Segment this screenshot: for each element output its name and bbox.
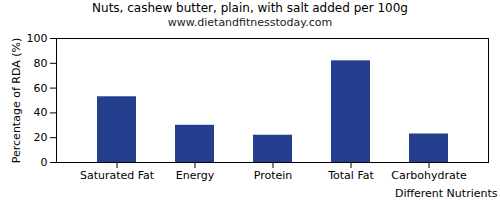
html-text:www.dietandfitnesstoday.com: www.dietandfitnesstoday.com [167,16,333,29]
svg-text:80: 80 [34,57,48,70]
svg-text:0: 0 [41,156,48,169]
html-text:Nuts, cashew butter, plain, wi: Nuts, cashew butter, plain, with salt ad… [92,1,408,15]
svg-text:40: 40 [34,106,48,119]
svg-text:Carbohydrate: Carbohydrate [391,169,467,182]
svg-text:100: 100 [27,32,48,45]
svg-text:20: 20 [34,131,48,144]
svg-text:Energy: Energy [176,169,215,182]
svg-text:Different Nutrients: Different Nutrients [395,187,498,199]
svg-text:60: 60 [34,82,48,95]
svg-text:Saturated Fat: Saturated Fat [80,169,155,182]
svg-text:Percentage of RDA (%): Percentage of RDA (%) [10,38,23,163]
svg-text:Protein: Protein [254,169,293,182]
svg-text:Total Fat: Total Fat [327,169,374,182]
